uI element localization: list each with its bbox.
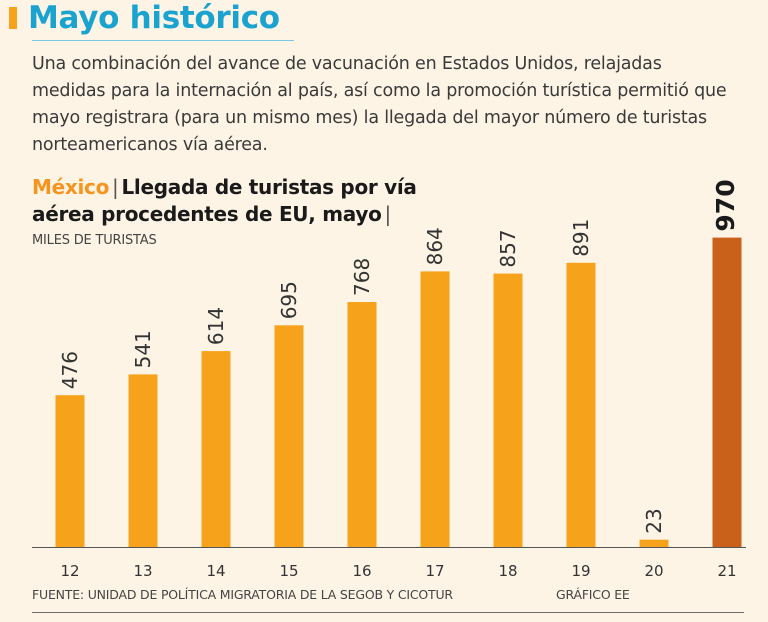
x-tick-label-17: 17 <box>425 562 444 580</box>
data-label-17: 864 <box>423 227 447 265</box>
x-tick-label-16: 16 <box>352 562 371 580</box>
x-tick-label-12: 12 <box>60 562 79 580</box>
x-tick-label-21: 21 <box>717 562 736 580</box>
chart-heading-line2: aérea procedentes de EU, mayo <box>32 202 382 226</box>
chart-units-label: MILES DE TURISTAS <box>32 233 157 248</box>
x-tick-label-15: 15 <box>279 562 298 580</box>
bar-13 <box>128 374 158 547</box>
x-tick-label-19: 19 <box>571 562 590 580</box>
chart-heading: México | Llegada de turistas por vía aérea… <box>32 174 492 228</box>
source-note: FUENTE: UNIDAD DE POLÍTICA MIGRATORIA DE… <box>32 587 453 602</box>
data-label-12: 476 <box>58 351 82 389</box>
data-label-15: 695 <box>277 281 301 319</box>
bar-16 <box>347 302 377 547</box>
data-label-13: 541 <box>131 330 155 368</box>
chart-heading-separator: | <box>112 175 119 199</box>
bar-21 <box>712 237 742 547</box>
bar-14 <box>201 351 231 547</box>
page-description: Una combinación del avance de vacunación… <box>32 54 727 155</box>
x-tick-label-13: 13 <box>133 562 152 580</box>
title-accent-bar <box>9 7 17 29</box>
chart-heading-line1: Llegada de turistas por vía <box>121 175 417 199</box>
chart-heading-country: México <box>32 175 110 199</box>
x-tick-label-18: 18 <box>498 562 517 580</box>
x-tick-label-20: 20 <box>644 562 663 580</box>
bar-15 <box>274 325 304 547</box>
data-label-21: 970 <box>711 179 740 231</box>
data-label-18: 857 <box>496 229 520 267</box>
page-title: Mayo histórico <box>28 0 280 36</box>
bottom-divider <box>32 612 744 613</box>
bar-18 <box>493 273 523 547</box>
bar-20 <box>639 539 669 547</box>
x-tick-label-14: 14 <box>206 562 225 580</box>
bar-17 <box>420 271 450 547</box>
title-underline <box>32 40 294 41</box>
graphic-credit: GRÁFICO EE <box>556 587 630 602</box>
data-label-19: 891 <box>569 219 593 257</box>
bar-19 <box>566 262 596 547</box>
chart-heading-trailing-separator: | <box>384 202 392 226</box>
data-label-14: 614 <box>204 307 228 345</box>
bar-12 <box>55 395 85 547</box>
data-label-20: 23 <box>642 508 666 533</box>
data-label-16: 768 <box>350 258 374 296</box>
